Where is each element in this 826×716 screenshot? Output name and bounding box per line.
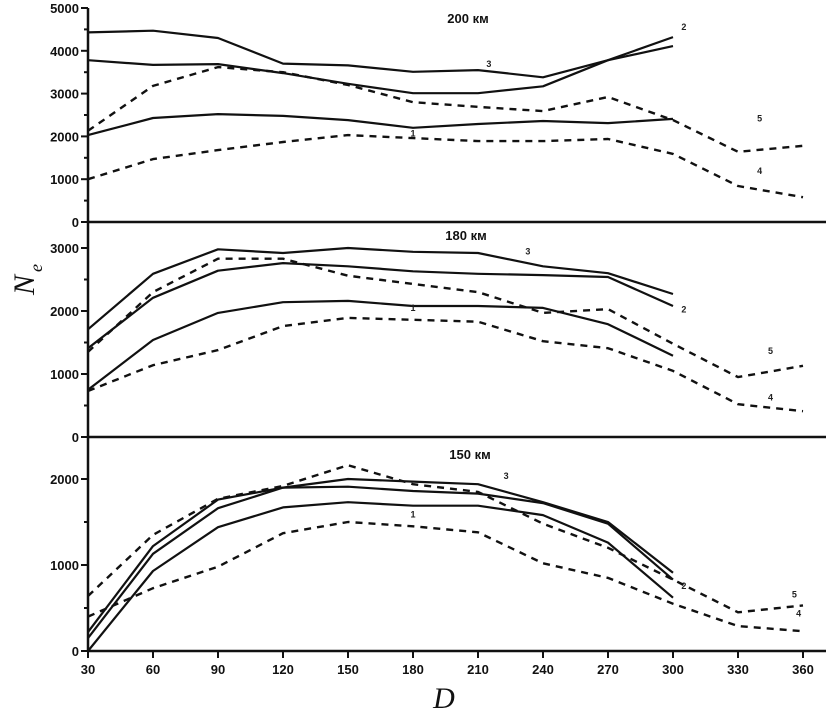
series-line-1 xyxy=(87,112,674,137)
series-label-1: 1 xyxy=(410,510,415,520)
x-tick-label: 360 xyxy=(792,662,814,677)
series-line-5 xyxy=(87,65,804,154)
series-label-5: 5 xyxy=(792,590,797,600)
series-label-4: 4 xyxy=(768,392,773,402)
x-tick-label: 270 xyxy=(597,662,619,677)
y-tick-label: 0 xyxy=(72,644,79,659)
y-tick-label: 2000 xyxy=(50,304,79,319)
y-tick-label: 3000 xyxy=(50,87,79,102)
series-line-5 xyxy=(87,464,804,614)
y-tick-label: 3000 xyxy=(50,241,79,256)
y-axis-label-subscript: e xyxy=(26,264,46,272)
series-line-2 xyxy=(87,485,674,639)
series-line-5 xyxy=(87,257,804,379)
x-tick-label: 60 xyxy=(146,662,160,677)
x-tick-label: 150 xyxy=(337,662,359,677)
x-tick-label: 90 xyxy=(211,662,225,677)
series-label-5: 5 xyxy=(757,113,762,123)
y-tick-label: 1000 xyxy=(50,172,79,187)
series-line-2 xyxy=(87,36,674,95)
panel-1: 0 1000 2000 3000 180 км 3 2 1 5 4 xyxy=(50,222,826,445)
x-tick-label: 120 xyxy=(272,662,294,677)
series-line-1 xyxy=(87,501,674,652)
x-tick-label: 300 xyxy=(662,662,684,677)
x-tick-label: 30 xyxy=(81,662,95,677)
y-tick-label: 0 xyxy=(72,215,79,230)
series-label-3: 3 xyxy=(486,59,491,69)
y-tick-label: 5000 xyxy=(50,1,79,16)
series-label-2: 2 xyxy=(681,22,686,32)
panel-title: 150 км xyxy=(449,447,490,462)
series-label-1: 1 xyxy=(410,303,415,313)
series-label-3: 3 xyxy=(525,246,530,256)
series-label-3: 3 xyxy=(504,471,509,481)
panel-title: 200 км xyxy=(447,11,488,26)
series-label-2: 2 xyxy=(681,581,686,591)
panel-title: 180 км xyxy=(445,228,486,243)
y-axis-label: N xyxy=(8,273,41,296)
x-tick-label: 240 xyxy=(532,662,554,677)
series-label-4: 4 xyxy=(796,609,801,619)
series-line-3 xyxy=(87,29,674,79)
y-tick-label: 2000 xyxy=(50,129,79,144)
y-axis-title: N e xyxy=(8,264,46,296)
y-tick-label: 4000 xyxy=(50,44,79,59)
series-label-5: 5 xyxy=(768,346,773,356)
series-line-3 xyxy=(87,246,674,331)
series-line-4 xyxy=(87,316,804,413)
y-tick-label: 1000 xyxy=(50,367,79,382)
x-axis-label: D xyxy=(432,682,455,715)
x-tick-label: 210 xyxy=(467,662,489,677)
series-label-1: 1 xyxy=(410,128,415,138)
x-tick-label: 330 xyxy=(727,662,749,677)
series-label-2: 2 xyxy=(681,304,686,314)
x-tick-label: 180 xyxy=(402,662,424,677)
series-line-2 xyxy=(87,262,674,350)
panel-0: 0 1000 2000 3000 4000 5000 200 км 3 2 1 5 4 xyxy=(50,1,826,230)
series-line-4 xyxy=(87,520,804,633)
series-label-4: 4 xyxy=(757,166,762,176)
series-line-3 xyxy=(87,477,674,633)
y-tick-label: 0 xyxy=(72,430,79,445)
series-line-4 xyxy=(87,133,804,199)
panel-2: 0 1000 2000 150 км 3 2 1 5 4 xyxy=(50,437,826,659)
y-tick-label: 1000 xyxy=(50,558,79,573)
series-line-1 xyxy=(87,299,674,391)
y-tick-label: 2000 xyxy=(50,472,79,487)
x-axis: 30 60 90 120 150 180 210 240 270 300 330 360 xyxy=(81,651,814,677)
